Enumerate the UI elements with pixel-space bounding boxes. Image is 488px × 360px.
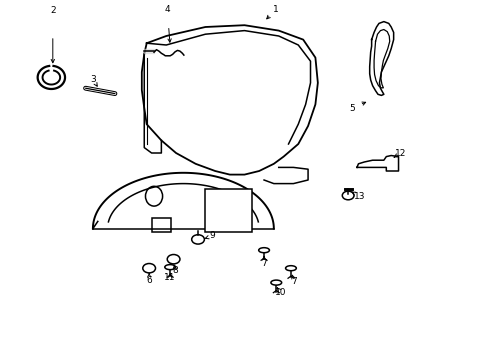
Text: 1: 1 [273,4,279,13]
Text: 6: 6 [146,276,152,284]
Polygon shape [356,156,398,171]
Circle shape [191,235,204,244]
Ellipse shape [285,266,296,271]
Text: 7: 7 [261,259,266,268]
Text: 9: 9 [209,231,215,240]
Text: 10: 10 [275,288,286,297]
Ellipse shape [258,248,269,253]
Ellipse shape [270,280,281,285]
Text: 11: 11 [164,274,176,282]
Circle shape [142,264,155,273]
Text: 3: 3 [90,75,96,84]
Ellipse shape [164,265,175,270]
Text: 7: 7 [291,277,297,286]
Text: 2: 2 [50,6,56,15]
Text: 13: 13 [353,192,365,201]
Text: 5: 5 [348,104,354,112]
Circle shape [167,255,180,264]
Text: 12: 12 [394,149,406,158]
Text: 8: 8 [172,266,178,275]
Text: 4: 4 [164,4,170,13]
Polygon shape [205,189,251,232]
